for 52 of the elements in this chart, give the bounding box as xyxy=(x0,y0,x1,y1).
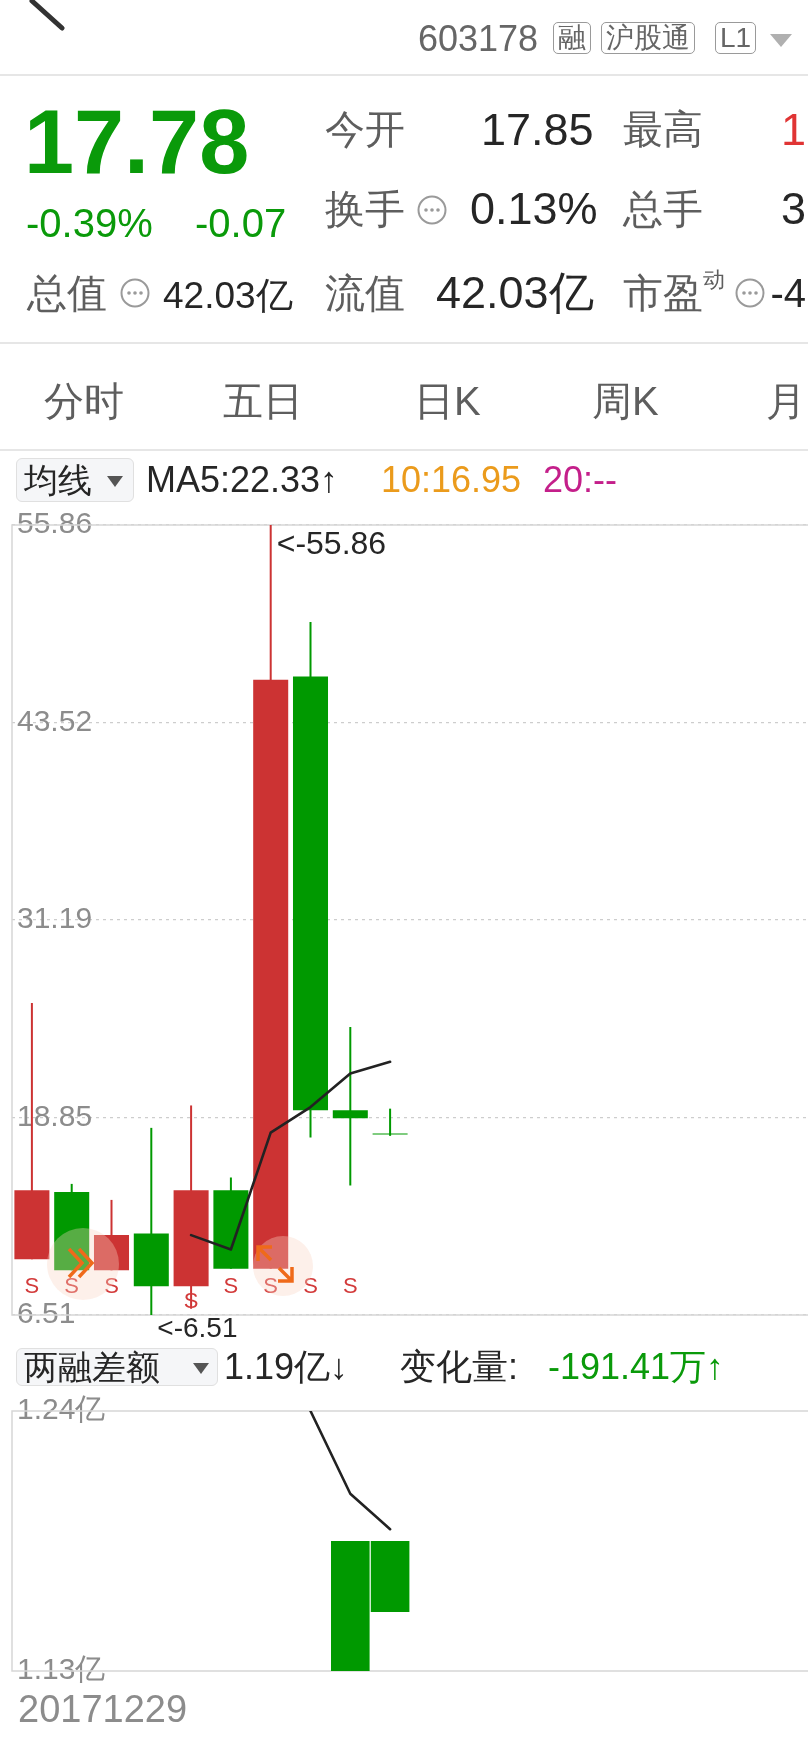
text: 分时 xyxy=(44,379,124,423)
text: L1 xyxy=(715,22,757,54)
text: 最高 xyxy=(623,107,703,151)
text: 周K xyxy=(592,379,659,423)
text: S xyxy=(303,1272,318,1298)
annotation: <-55.86 xyxy=(276,524,387,561)
y-tick-label: 6.51 xyxy=(17,1296,76,1330)
y-tick-label: 1.24亿 xyxy=(17,1392,106,1426)
text: S xyxy=(64,1272,80,1298)
text: 市盈$^{动}$ xyxy=(623,267,725,315)
text: 总值 xyxy=(27,271,107,315)
text: 五日 xyxy=(223,379,303,423)
text: MA5:22.33↑ xyxy=(146,459,339,500)
y-tick-label: 31.19 xyxy=(17,901,93,935)
text: S xyxy=(223,1272,239,1298)
text: 0.13% xyxy=(470,183,598,234)
text: 换手 xyxy=(325,187,405,231)
text: -0.07 xyxy=(195,201,287,245)
text: S xyxy=(24,1272,40,1298)
text: 10:16.95 xyxy=(381,459,522,500)
text: 17.85 xyxy=(481,104,594,155)
text: 603178 xyxy=(418,18,539,59)
text: S xyxy=(104,1272,119,1298)
annotation: <-6.51 xyxy=(157,1311,238,1343)
candlestick xyxy=(372,1107,408,1137)
y-tick-label: 1.13亿 xyxy=(17,1652,106,1686)
text: -0.39% xyxy=(26,201,153,245)
text: -191.41万↑ xyxy=(548,1346,725,1387)
text: 1 xyxy=(780,104,806,155)
text: 3 xyxy=(780,183,806,234)
y-tick-label: 55.86 xyxy=(17,506,93,540)
text: 总手 xyxy=(623,187,703,231)
text: 17.78 xyxy=(24,92,250,192)
y-tick-label: 43.52 xyxy=(17,703,93,737)
text: 日K xyxy=(414,379,481,423)
text: S xyxy=(342,1272,358,1298)
text: 变化量: xyxy=(400,1346,519,1387)
text: 20:-- xyxy=(543,459,618,500)
text: 月 xyxy=(766,379,806,423)
text: 沪股通 xyxy=(601,22,695,54)
text: -4 xyxy=(770,271,806,315)
text: 42.03亿 xyxy=(436,267,594,318)
text: 流值 xyxy=(325,271,405,315)
text: 42.03亿 xyxy=(163,275,293,316)
text: 均线 xyxy=(24,461,92,499)
text: 20171229 xyxy=(18,1688,188,1730)
text: 1.19亿↓ xyxy=(224,1346,349,1387)
text: 两融差额 xyxy=(24,1348,160,1386)
text: 今开 xyxy=(325,107,405,151)
candlestick xyxy=(332,1026,368,1187)
text: S xyxy=(263,1272,279,1298)
text: 融 xyxy=(553,22,591,54)
